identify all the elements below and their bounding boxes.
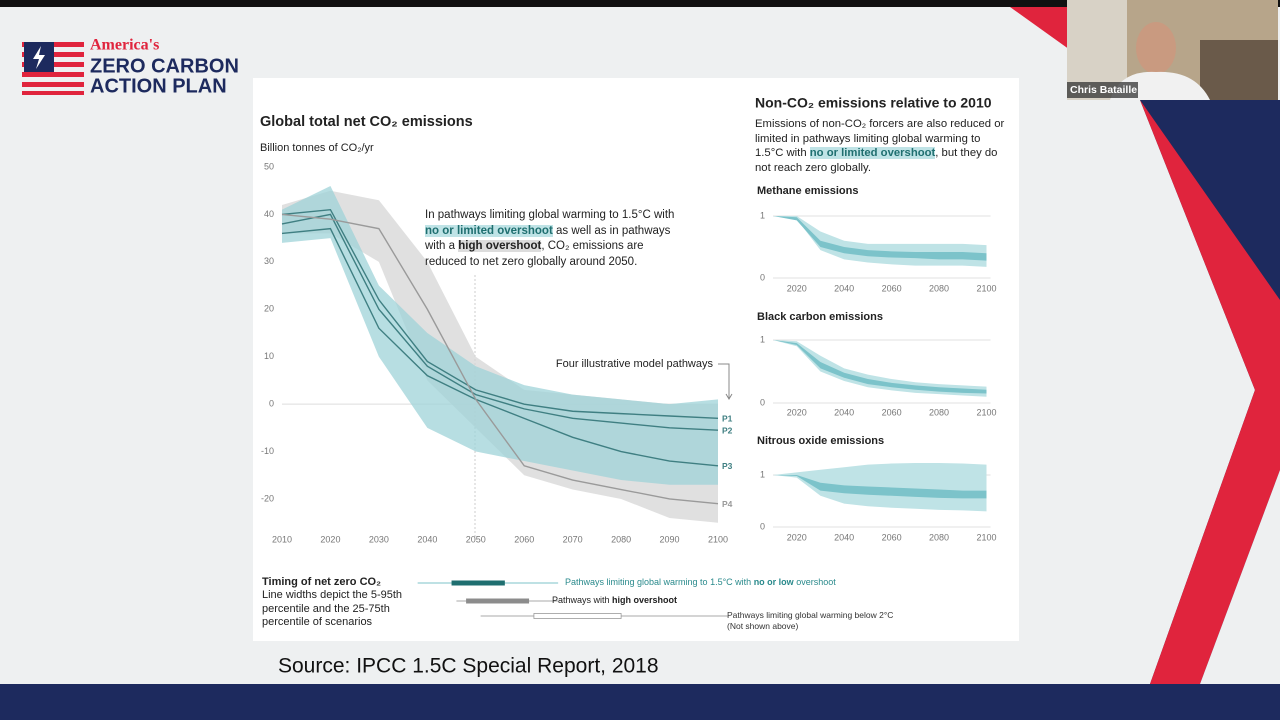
timing-iqr — [533, 613, 622, 619]
text: , CO₂ emissions are reduced to net zero … — [425, 240, 644, 268]
text: overshoot — [793, 577, 836, 587]
text: no or low — [753, 577, 794, 587]
x-tick-label: 2010 — [272, 534, 292, 544]
chart-title: Global total net CO₂ emissions — [260, 114, 473, 130]
note-arrow — [718, 363, 733, 400]
annotation: In pathways limiting global warming to 1… — [425, 208, 683, 270]
text: (Not shown above) — [727, 621, 799, 631]
x-tick-label: 2100 — [976, 407, 996, 417]
x-tick-label: 2050 — [466, 534, 486, 544]
x-tick-label: 2060 — [514, 534, 534, 544]
highlight: no or limited overshoot — [425, 224, 553, 237]
x-tick-label: 2070 — [563, 534, 583, 544]
decor-gray — [1200, 470, 1280, 684]
right-title: Non-CO₂ emissions relative to 2010 — [755, 95, 992, 111]
series-label: P2 — [722, 425, 733, 435]
x-tick-label: 2100 — [976, 532, 996, 542]
y-tick-label: 1 — [760, 469, 765, 479]
x-tick-label: 2020 — [787, 532, 807, 542]
x-tick-label: 2020 — [320, 534, 340, 544]
y-tick-label: 0 — [760, 521, 765, 531]
y-tick-label: 40 — [264, 209, 274, 219]
x-tick-label: 2020 — [787, 407, 807, 417]
text: Emissions of non-CO₂ forcers are also re… — [755, 118, 1005, 160]
decor-red — [1010, 7, 1280, 684]
x-tick-label: 2080 — [929, 283, 949, 293]
x-tick-label: 2020 — [787, 283, 807, 293]
logo-line1: America's — [90, 37, 159, 54]
y-tick-label: 0 — [760, 272, 765, 282]
series-label: P1 — [722, 414, 733, 424]
band — [282, 185, 718, 485]
x-tick-label: 2080 — [929, 407, 949, 417]
x-tick-label: 2040 — [417, 534, 437, 544]
text: , but they do not reach zero globally. — [755, 147, 998, 174]
x-tick-label: 2080 — [611, 534, 631, 544]
x-tick-label: 2080 — [929, 532, 949, 542]
y-tick-label: 1 — [760, 334, 765, 344]
x-tick-label: 2060 — [882, 283, 902, 293]
figure-panel — [253, 78, 1019, 641]
x-tick-label: 2100 — [708, 534, 728, 544]
x-tick-label: 2040 — [834, 283, 854, 293]
y-tick-label: 0 — [760, 397, 765, 407]
x-tick-label: 2040 — [834, 532, 854, 542]
pathways-note: Four illustrative model pathways — [556, 358, 714, 370]
top-bar — [0, 0, 1280, 7]
x-tick-label: 2040 — [834, 407, 854, 417]
series-line — [281, 227, 719, 467]
timing-item: Pathways limiting global warming below 2… — [727, 610, 893, 632]
x-tick-label: 2030 — [369, 534, 389, 544]
band — [773, 216, 987, 261]
highlight: no or limited overshoot — [809, 147, 936, 160]
y-tick-label: -10 — [261, 446, 274, 456]
series-line — [281, 213, 719, 505]
text: Pathways with — [552, 595, 613, 605]
y-axis-label: Billion tonnes of CO₂/yr — [260, 142, 374, 154]
logo-line2: ZERO CARBON — [90, 55, 239, 77]
timing-item: Pathways with high overshoot — [552, 595, 677, 605]
small-chart-title: Nitrous oxide emissions — [757, 435, 884, 447]
timing-item: Pathways limiting global warming to 1.5°… — [565, 577, 836, 587]
text: Pathways limiting global warming to 1.5°… — [565, 577, 754, 587]
y-tick-label: -20 — [261, 493, 274, 503]
logo-flag — [22, 42, 84, 95]
x-tick-label: 2090 — [660, 534, 680, 544]
timing-iqr — [451, 580, 505, 586]
series-line — [281, 213, 719, 431]
text: In pathways limiting global warming to 1… — [425, 209, 675, 221]
y-tick-label: 50 — [264, 161, 274, 171]
x-tick-label: 2060 — [882, 532, 902, 542]
small-chart-title: Methane emissions — [757, 185, 858, 197]
logo-line3: ACTION PLAN — [90, 75, 227, 97]
small-chart-title: Black carbon emissions — [757, 311, 883, 323]
series-label: P3 — [722, 461, 733, 471]
timing-title: Timing of net zero CO₂ — [262, 576, 381, 588]
highlight: high overshoot — [458, 240, 542, 252]
x-tick-label: 2060 — [882, 407, 902, 417]
series-label: P4 — [722, 499, 733, 509]
y-tick-label: 0 — [269, 399, 274, 409]
x-tick-label: 2100 — [976, 283, 996, 293]
y-tick-label: 1 — [760, 210, 765, 220]
text: as well as in pathways with a — [425, 224, 671, 253]
source: Source: IPCC 1.5C Special Report, 2018 — [278, 655, 659, 678]
text: Pathways limiting global warming below 2… — [727, 610, 894, 620]
presenter-name: Chris Bataille — [1070, 84, 1137, 96]
text: high overshoot — [612, 595, 678, 605]
video-tile — [1067, 0, 1278, 100]
band — [773, 475, 987, 499]
y-tick-label: 20 — [264, 304, 274, 314]
right-text: Emissions of non-CO₂ forcers are also re… — [755, 117, 1005, 175]
bottom-bar — [0, 684, 1280, 720]
timing-iqr — [466, 598, 530, 604]
series-line — [281, 208, 719, 420]
y-tick-label: 30 — [264, 256, 274, 266]
y-tick-label: 10 — [264, 351, 274, 361]
timing-text: Line widths depict the 5-95th percentile… — [262, 589, 403, 628]
band — [773, 340, 987, 394]
